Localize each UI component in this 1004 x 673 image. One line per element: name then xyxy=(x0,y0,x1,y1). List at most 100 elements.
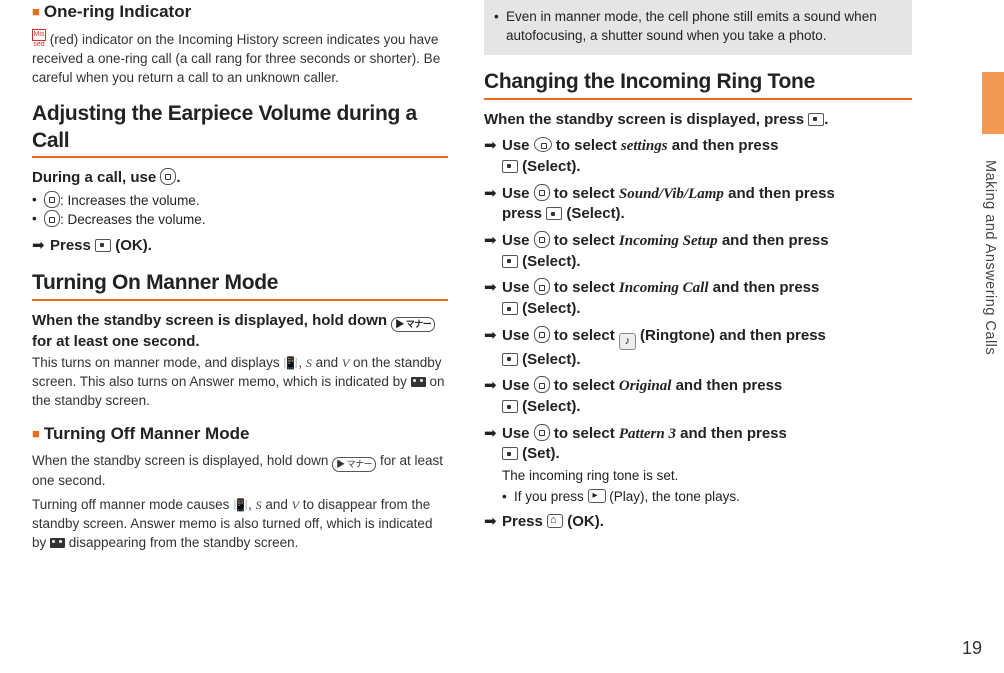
t: : Decreases the volume. xyxy=(60,212,206,227)
heading-manner-on: Turning On Manner Mode xyxy=(32,270,448,300)
t: When the standby screen is displayed, ho… xyxy=(32,453,332,468)
heading-manner-off: ■Turning Off Manner Mode xyxy=(32,422,448,445)
step-sub: The incoming ring tone is set. xyxy=(502,467,912,486)
manner-on-body: This turns on manner mode, and displays … xyxy=(32,354,448,410)
menu-item: Incoming Call xyxy=(619,280,709,296)
one-ring-body: Mis sed (red) indicator on the Incoming … xyxy=(32,29,448,87)
t: and then press xyxy=(709,279,820,296)
t: , xyxy=(248,497,256,512)
nav-up-key-icon xyxy=(44,191,60,208)
manner-off-body1: When the standby screen is displayed, ho… xyxy=(32,452,448,491)
t: (Select). xyxy=(518,351,581,368)
step-text: Press (OK). xyxy=(502,512,912,533)
nav-vertical-key-icon xyxy=(534,326,550,343)
ringtone-icon: ♪ xyxy=(619,333,636,350)
t: and xyxy=(312,355,342,370)
t: Use xyxy=(502,377,534,394)
nav-vertical-key-icon xyxy=(534,231,550,248)
center-key-icon xyxy=(808,113,824,126)
nav-key-icon xyxy=(534,137,552,152)
t: During a call, use xyxy=(32,169,160,186)
t: to select xyxy=(550,232,619,249)
step-7: ➡ Use to select Pattern 3 and then press… xyxy=(484,424,912,507)
menu-item: settings xyxy=(621,138,668,154)
t: and then press xyxy=(676,425,787,442)
step-sub-bullet: • If you press (Play), the tone plays. xyxy=(502,488,912,507)
center-key-icon xyxy=(502,302,518,315)
square-bullet-icon: ■ xyxy=(32,426,40,441)
one-ring-text: (red) indicator on the Incoming History … xyxy=(32,32,440,84)
t: Use xyxy=(502,327,534,344)
t: and then press xyxy=(724,185,835,202)
vibrate-icon: 📳 xyxy=(233,498,248,512)
heading-ring-tone: Changing the Incoming Ring Tone xyxy=(484,69,912,99)
step-text: Use to select Incoming Call and then pre… xyxy=(502,278,912,319)
center-key-icon xyxy=(546,207,562,220)
step-text: Use to select Original and then press (S… xyxy=(502,376,912,417)
t: to select xyxy=(550,377,619,394)
arrow-icon: ➡ xyxy=(484,424,502,507)
bullet-dot: • xyxy=(32,210,44,230)
manner-key-icon: ▶ マナー xyxy=(391,317,435,332)
t: : Increases the volume. xyxy=(60,193,200,208)
center-key-icon xyxy=(502,255,518,268)
menu-item: Incoming Setup xyxy=(619,233,718,249)
arrow-icon: ➡ xyxy=(484,376,502,417)
square-bullet-icon: ■ xyxy=(32,4,40,19)
t: If you press (Play), the tone plays. xyxy=(514,488,740,507)
step-text: Use to select Incoming Setup and then pr… xyxy=(502,231,912,272)
bullet-text: : Increases the volume. xyxy=(44,191,200,211)
step-text: Use to select Sound/Vib/Lamp and then pr… xyxy=(502,184,912,225)
t: . xyxy=(824,111,828,128)
arrow-icon: ➡ xyxy=(484,184,502,225)
v-icon: V xyxy=(292,498,299,512)
nav-vertical-key-icon xyxy=(534,424,550,441)
nav-vertical-key-icon xyxy=(534,376,550,393)
step-3: ➡ Use to select Incoming Setup and then … xyxy=(484,231,912,272)
bullet-dot: • xyxy=(494,8,506,45)
t: (Ringtone) and then press xyxy=(636,327,826,344)
left-column: ■ One-ring Indicator Mis sed (red) indica… xyxy=(32,0,476,558)
step-press-ok: ➡ Press (OK). xyxy=(32,236,448,257)
vibrate-icon: 📳 xyxy=(283,356,298,370)
arrow-icon: ➡ xyxy=(484,231,502,272)
t: and then press xyxy=(668,137,779,154)
t: to select xyxy=(552,137,621,154)
missed-call-icon: Mis sed xyxy=(32,29,46,41)
arrow-icon: ➡ xyxy=(484,278,502,319)
bullet-dot: • xyxy=(502,488,514,507)
t: (Select). xyxy=(518,158,581,175)
manner-on-lead: When the standby screen is displayed, ho… xyxy=(32,311,448,353)
nav-vertical-key-icon xyxy=(534,278,550,295)
t: This turns on manner mode, and displays xyxy=(32,355,283,370)
arrow-icon: ➡ xyxy=(484,326,502,371)
t: and xyxy=(262,497,292,512)
tape-icon xyxy=(50,538,65,548)
step-4: ➡ Use to select Incoming Call and then p… xyxy=(484,278,912,319)
t: Use xyxy=(502,137,534,154)
bullet-decrease: • : Decreases the volume. xyxy=(32,210,448,230)
manner-off-body2: Turning off manner mode causes 📳, S and … xyxy=(32,496,448,552)
step-text: Use to select Pattern 3 and then press (… xyxy=(502,424,912,507)
t: If you press xyxy=(514,489,588,504)
menu-item: Original xyxy=(619,378,672,394)
manner-key-icon: ▶ マナー xyxy=(332,457,376,472)
step-6: ➡ Use to select Original and then press … xyxy=(484,376,912,417)
t: When the standby screen is displayed, pr… xyxy=(484,111,808,128)
center-key-icon xyxy=(502,353,518,366)
note-box: • Even in manner mode, the cell phone st… xyxy=(484,0,912,55)
play-key-icon xyxy=(588,489,606,503)
heading-adjust-volume: Adjusting the Earpiece Volume during a C… xyxy=(32,101,448,158)
side-section-label: Making and Answering Calls xyxy=(980,160,1000,540)
heading-text: One-ring Indicator xyxy=(44,2,191,21)
t: (Set). xyxy=(518,445,560,462)
nav-vertical-key-icon xyxy=(160,168,176,185)
t: (OK). xyxy=(111,237,152,254)
center-key-icon xyxy=(502,447,518,460)
right-column: • Even in manner mode, the cell phone st… xyxy=(476,0,920,558)
arrow-icon: ➡ xyxy=(484,136,502,177)
bullet-dot: • xyxy=(32,191,44,211)
t: to select xyxy=(550,425,619,442)
t: Press xyxy=(50,237,95,254)
heading-one-ring: ■ One-ring Indicator xyxy=(32,0,448,23)
